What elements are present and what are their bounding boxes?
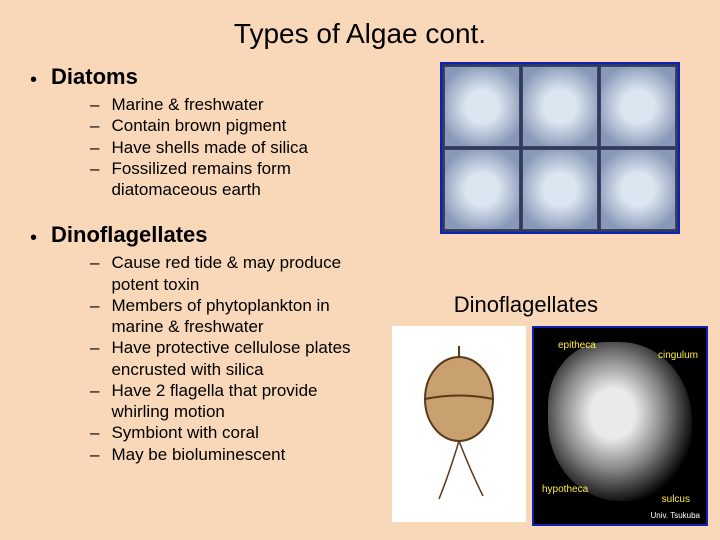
dash-icon: – bbox=[90, 444, 99, 465]
sem-label-epitheca: epitheca bbox=[558, 340, 596, 351]
list-text: Cause red tide & may produce potent toxi… bbox=[111, 252, 370, 295]
list-item: –Have 2 flagella that provide whirling m… bbox=[90, 380, 370, 423]
dash-icon: – bbox=[90, 422, 99, 443]
bullet-icon: • bbox=[30, 228, 37, 248]
dash-icon: – bbox=[90, 295, 99, 316]
list-text: Symbiont with coral bbox=[111, 422, 258, 443]
slide-title: Types of Algae cont. bbox=[0, 0, 720, 50]
list-text: Have 2 flagella that provide whirling mo… bbox=[111, 380, 370, 423]
dinoflagellate-drawing bbox=[392, 326, 526, 522]
list-item: –Have shells made of silica bbox=[90, 137, 370, 158]
list-text: May be bioluminescent bbox=[111, 444, 285, 465]
diatom-cell bbox=[444, 66, 520, 147]
sem-body: epitheca cingulum hypotheca sulcus bbox=[548, 342, 692, 501]
list-item: –May be bioluminescent bbox=[90, 444, 370, 465]
sem-label-hypotheca: hypotheca bbox=[542, 484, 588, 495]
dinoflagellates-label: Dinoflagellates bbox=[454, 292, 598, 318]
diatom-cell bbox=[522, 66, 598, 147]
dash-icon: – bbox=[90, 115, 99, 136]
dash-icon: – bbox=[90, 158, 99, 179]
list-item: –Have protective cellulose plates encrus… bbox=[90, 337, 370, 380]
list-item: –Symbiont with coral bbox=[90, 422, 370, 443]
dino-list: –Cause red tide & may produce potent tox… bbox=[90, 252, 370, 465]
section-title-dino: Dinoflagellates bbox=[51, 222, 207, 248]
diatom-cell bbox=[444, 149, 520, 230]
diatoms-list: –Marine & freshwater –Contain brown pigm… bbox=[90, 94, 370, 200]
sem-label-sulcus: sulcus bbox=[662, 494, 690, 505]
dash-icon: – bbox=[90, 94, 99, 115]
dash-icon: – bbox=[90, 252, 99, 273]
diatoms-image bbox=[440, 62, 680, 234]
list-item: –Members of phytoplankton in marine & fr… bbox=[90, 295, 370, 338]
section-title-diatoms: Diatoms bbox=[51, 64, 138, 90]
dash-icon: – bbox=[90, 337, 99, 358]
bullet-icon: • bbox=[30, 70, 37, 90]
dash-icon: – bbox=[90, 380, 99, 401]
sem-label-cingulum: cingulum bbox=[658, 350, 698, 361]
diatom-cell bbox=[600, 149, 676, 230]
list-item: –Marine & freshwater bbox=[90, 94, 370, 115]
list-text: Have shells made of silica bbox=[111, 137, 308, 158]
list-text: Members of phytoplankton in marine & fre… bbox=[111, 295, 370, 338]
list-item: –Fossilized remains form diatomaceous ea… bbox=[90, 158, 370, 201]
diatom-cell bbox=[522, 149, 598, 230]
list-item: –Contain brown pigment bbox=[90, 115, 370, 136]
sem-credit: Univ. Tsukuba bbox=[538, 511, 702, 520]
list-item: –Cause red tide & may produce potent tox… bbox=[90, 252, 370, 295]
dash-icon: – bbox=[90, 137, 99, 158]
dinoflagellate-svg-icon bbox=[409, 344, 509, 504]
list-text: Fossilized remains form diatomaceous ear… bbox=[111, 158, 370, 201]
diatom-cell bbox=[600, 66, 676, 147]
dinoflagellate-sem-image: epitheca cingulum hypotheca sulcus Univ.… bbox=[532, 326, 708, 526]
list-text: Marine & freshwater bbox=[111, 94, 263, 115]
list-text: Contain brown pigment bbox=[111, 115, 286, 136]
list-text: Have protective cellulose plates encrust… bbox=[111, 337, 370, 380]
